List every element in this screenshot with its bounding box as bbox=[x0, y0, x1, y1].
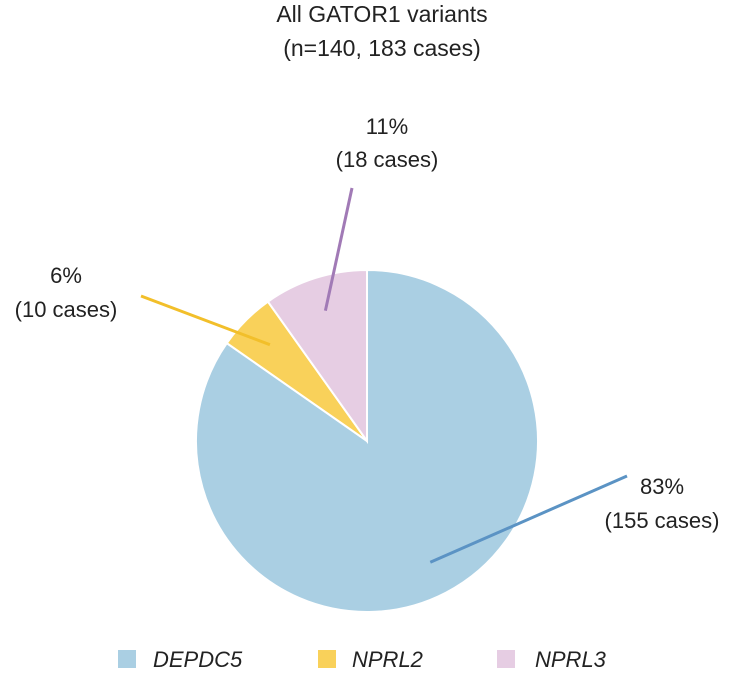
legend-swatch-nprl2 bbox=[318, 650, 336, 668]
pie-slices bbox=[195, 268, 539, 613]
slice-label-percent-depdc5: 83% bbox=[640, 474, 684, 499]
legend-label-nprl2: NPRL2 bbox=[352, 647, 423, 672]
chart-subtitle: (n=140, 183 cases) bbox=[283, 35, 481, 61]
legend-label-depdc5: DEPDC5 bbox=[153, 647, 243, 672]
slice-label-cases-nprl3: (18 cases) bbox=[336, 147, 439, 172]
leader-lines bbox=[140, 187, 628, 564]
legend-label-nprl3: NPRL3 bbox=[535, 647, 607, 672]
legend-swatch-depdc5 bbox=[118, 650, 136, 668]
leader-line-depdc5 bbox=[429, 474, 628, 564]
legend-swatch-nprl3 bbox=[497, 650, 515, 668]
slice-label-percent-nprl3: 11% bbox=[366, 114, 408, 139]
leader-line-nprl3 bbox=[323, 187, 354, 312]
pie-slice-nprl3 bbox=[266, 268, 368, 445]
slice-label-cases-depdc5: (155 cases) bbox=[605, 508, 720, 533]
legend: DEPDC5 NPRL2 NPRL3 bbox=[118, 647, 607, 672]
slice-label-percent-nprl2: 6% bbox=[50, 263, 82, 288]
chart-title: All GATOR1 variants bbox=[276, 1, 487, 27]
leader-line-nprl2 bbox=[140, 294, 271, 347]
slice-label-cases-nprl2: (10 cases) bbox=[15, 297, 118, 322]
